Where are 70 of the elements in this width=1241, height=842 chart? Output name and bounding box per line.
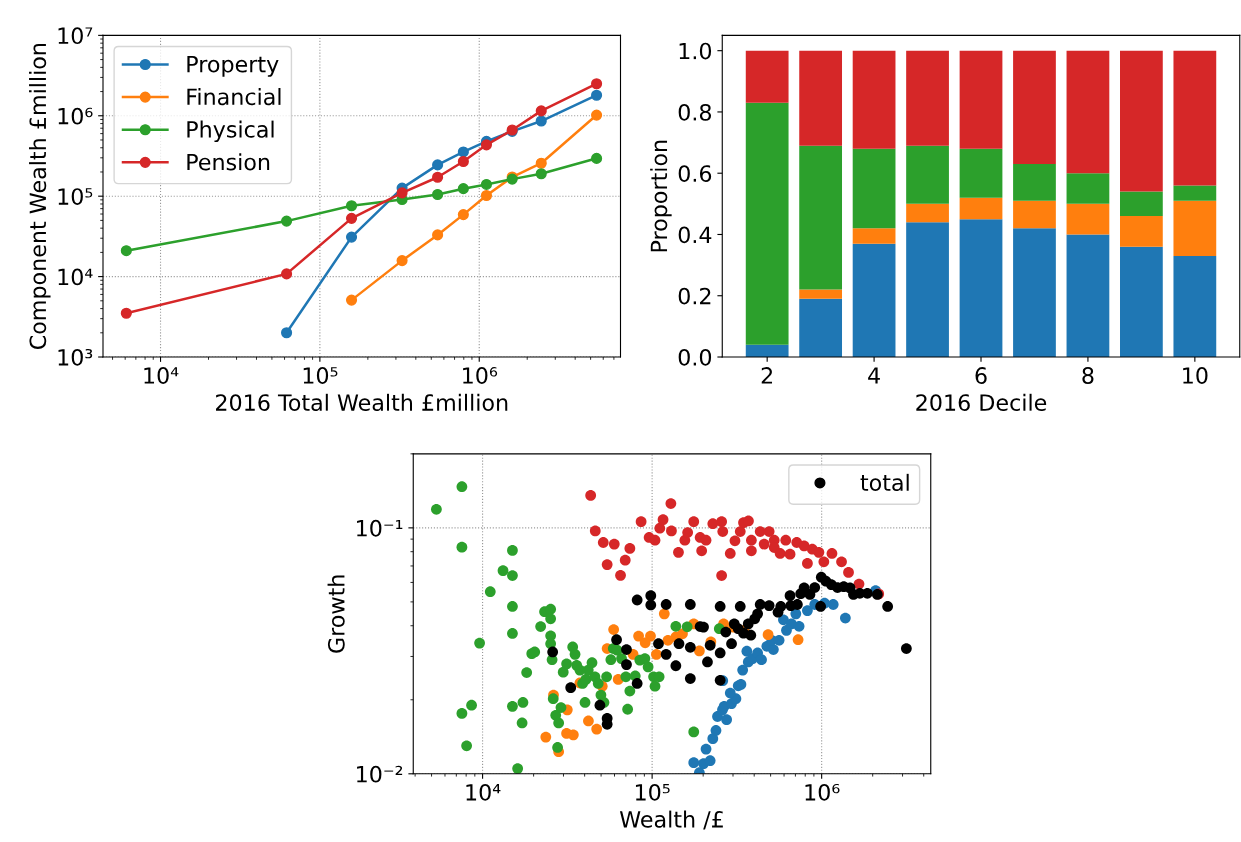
x-tick-label: 10⁵ [635,783,670,801]
legend-label: Property [187,56,279,77]
bar [1173,50,1217,186]
bar [906,50,949,146]
legend-label: total [860,473,909,492]
bar [1066,203,1110,235]
x-axis-title: Wealth /£ [619,810,723,830]
y-tick-label: 0.0 [678,348,712,366]
y-tick-label: 10⁷ [58,27,93,45]
y-tick-label: 10⁻² [357,765,403,783]
legend-label: Physical [187,120,274,143]
legend-label: Pension [187,153,270,171]
bar [745,50,789,103]
bar [959,197,1003,220]
x-tick-label: 10⁵ [303,367,338,384]
bar [1066,50,1110,174]
bar [1013,50,1056,165]
bar [1120,191,1163,217]
legend-label: Financial [187,87,281,106]
x-tick-label: 10 [1183,367,1208,384]
bar [799,289,843,299]
x-tick-label: 8 [1082,367,1094,384]
x-tick-label: 10⁶ [463,367,498,384]
bar [906,145,949,204]
y-axis-title: Component Wealth £million [29,43,51,350]
bar [852,228,896,244]
x-tick-label: 2 [761,367,773,384]
bar [959,50,1003,149]
x-tick-label: 10⁶ [805,783,840,801]
x-axis-title: 2016 Total Wealth £million [216,393,508,411]
bar [1013,228,1056,358]
y-tick-label: 10³ [58,348,93,366]
bar [1013,164,1056,201]
y-tick-label: 10⁴ [58,268,93,286]
bar [1120,50,1163,192]
bar [852,243,896,358]
x-tick-label: 10⁴ [466,783,501,801]
y-axis-title: Growth [327,575,345,653]
bar [852,50,896,149]
bar [1120,216,1163,247]
bar [959,219,1003,358]
x-tick-label: 10⁴ [144,367,179,384]
y-tick-label: 0.4 [678,226,712,244]
bar [906,222,949,358]
bar [959,148,1003,198]
bar [1173,185,1217,201]
y-tick-label: 10⁶ [58,107,93,125]
bar [1066,173,1110,204]
bar [1173,255,1217,358]
y-tick-label: 0.2 [678,287,711,305]
bar [799,50,843,146]
y-axis-title: Proportion [650,140,672,252]
bar [799,298,843,358]
bar [1066,234,1110,358]
y-tick-label: 0.6 [678,165,712,182]
bar [1173,200,1217,256]
bar [799,145,843,290]
bar [745,102,789,345]
y-tick-label: 0.8 [678,103,712,121]
bar [745,344,789,358]
x-tick-label: 4 [868,367,880,384]
y-tick-label: 10⁻¹ [357,519,403,537]
x-axis-title: 2016 Decile [916,393,1047,411]
y-tick-label: 10⁵ [58,188,93,205]
x-tick-label: 6 [975,367,987,384]
bar [1013,200,1056,229]
bar [1120,246,1163,358]
y-tick-label: 1.0 [679,42,712,60]
bar [852,148,896,229]
bar [906,203,949,223]
